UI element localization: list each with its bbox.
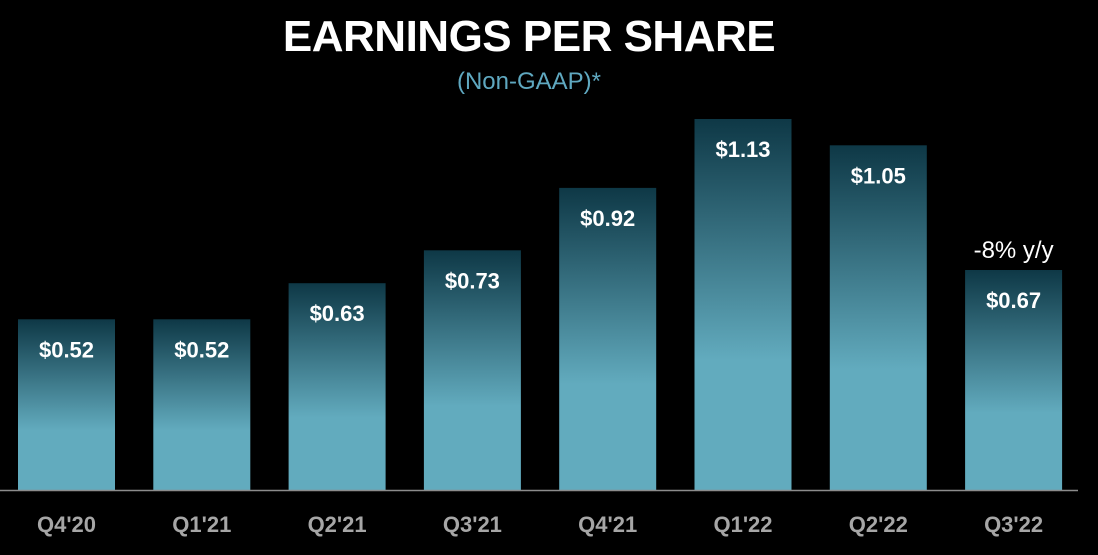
chart-subtitle: (Non-GAAP)* xyxy=(456,68,602,95)
bar-Q2'21 xyxy=(288,283,386,490)
x-tick-label-Q2'22: Q2'22 xyxy=(849,512,908,537)
x-tick-label-Q4'21: Q4'21 xyxy=(578,512,637,537)
data-label-Q4'21: $0.92 xyxy=(580,206,635,231)
data-label-Q1'22: $1.13 xyxy=(715,137,770,162)
bar-Q1'21 xyxy=(153,319,251,490)
data-label-Q3'21: $0.73 xyxy=(445,268,500,293)
annotation-yoy: -8% y/y xyxy=(974,237,1054,264)
x-tick-label-Q1'21: Q1'21 xyxy=(172,512,231,537)
x-tick-label-Q2'21: Q2'21 xyxy=(308,512,367,537)
x-tick-label-Q3'21: Q3'21 xyxy=(443,512,502,537)
x-tick-label-Q1'22: Q1'22 xyxy=(713,512,772,537)
x-tick-label-Q4'20: Q4'20 xyxy=(37,512,96,537)
bar-Q2'22 xyxy=(829,145,927,491)
bar-Q4'20 xyxy=(18,319,115,490)
bar-Q3'21 xyxy=(423,250,521,490)
data-label-Q2'22: $1.05 xyxy=(851,163,906,188)
bar-Q3'22 xyxy=(965,270,1063,490)
data-label-Q3'22: $0.67 xyxy=(986,288,1041,313)
chart-title: EARNINGS PER SHARE xyxy=(282,12,776,61)
data-label-Q2'21: $0.63 xyxy=(310,301,365,326)
bar-Q1'22 xyxy=(694,119,792,490)
data-label-Q4'20: $0.52 xyxy=(39,337,94,362)
bar-Q4'21 xyxy=(559,187,657,490)
data-label-Q1'21: $0.52 xyxy=(174,337,229,362)
x-tick-label-Q3'22: Q3'22 xyxy=(984,512,1043,537)
